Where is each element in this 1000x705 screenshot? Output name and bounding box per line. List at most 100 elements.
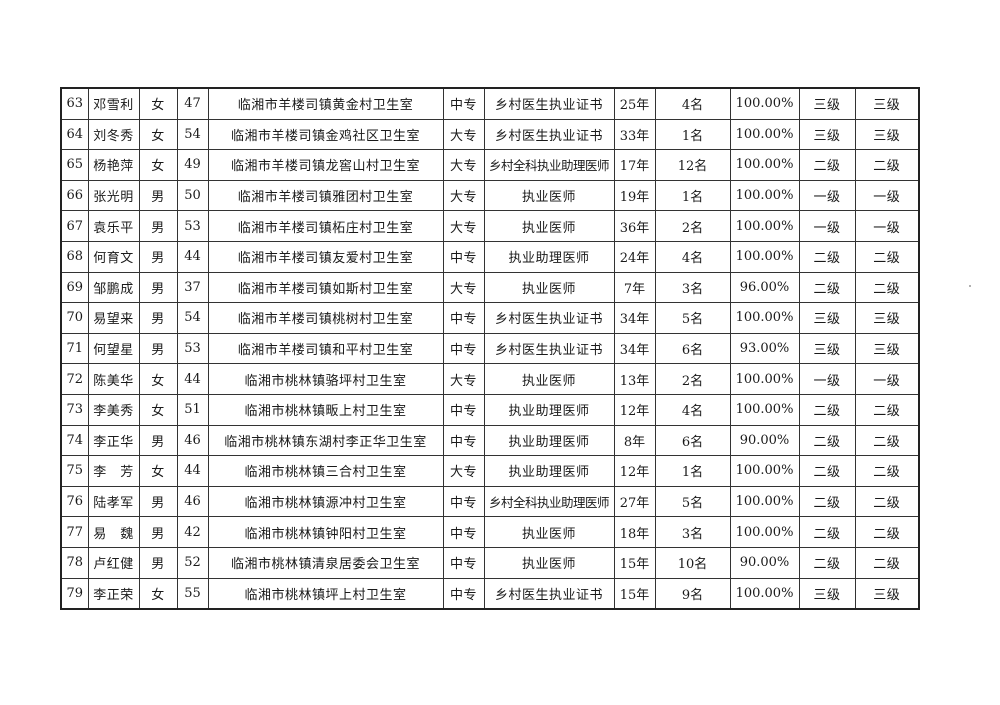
- rate-cell: 100.00%: [729, 240, 800, 273]
- age-cell: 55: [176, 577, 209, 610]
- name-cell: 李 芳: [87, 455, 140, 487]
- rate-cell: 100.00%: [729, 393, 800, 426]
- sex-cell: 男: [138, 240, 178, 273]
- age-cell: 53: [176, 210, 209, 242]
- table-row: 72 陈美华女 44 临湘市桃林镇骆坪村卫生室 大专 执业医师 13年 2名 100.00% 一级…: [60, 363, 920, 395]
- certificate-cell: 乡村医生执业证书: [483, 87, 615, 120]
- rate-cell: 100.00%: [729, 455, 800, 487]
- clinic-unit-cell: 临湘市桃林镇骆坪村卫生室: [207, 363, 444, 395]
- grade-cell: 二级: [854, 424, 920, 457]
- rate-cell: 100.00%: [729, 485, 800, 518]
- table-row: 79 李正荣女 55 临湘市桃林镇坪上村卫生室 中专 乡村医生执业证书 15年 9名 100.0…: [60, 577, 920, 610]
- rate-cell: 90.00%: [729, 424, 800, 457]
- name-cell: 陈美华: [87, 363, 140, 395]
- age-cell: 44: [176, 363, 209, 395]
- grade-cell: 二级: [798, 393, 856, 426]
- staff-count-cell: 1名: [654, 179, 731, 212]
- grade-cell: 二级: [854, 271, 920, 304]
- education-cell: 中专: [442, 485, 485, 518]
- grade-cell: 一级: [854, 363, 920, 395]
- age-cell: 37: [176, 271, 209, 304]
- grade-cell: 三级: [854, 302, 920, 334]
- name-cell: 易 魏: [87, 516, 140, 548]
- certificate-cell: 乡村医生执业证书: [483, 302, 615, 334]
- grade-cell: 二级: [854, 455, 920, 487]
- years-cell: 18年: [613, 516, 656, 548]
- certificate-cell: 乡村医生执业证书: [483, 332, 615, 365]
- name-cell: 卢红健: [87, 546, 140, 579]
- rate-cell: 100.00%: [729, 179, 800, 212]
- rate-cell: 90.00%: [729, 546, 800, 579]
- rate-cell: 100.00%: [729, 302, 800, 334]
- education-cell: 大专: [442, 455, 485, 487]
- table-row: 78 卢红健男 52 临湘市桃林镇清泉居委会卫生室 中专 执业医师 15年 10名 90.00%…: [60, 546, 920, 579]
- staff-count-cell: 4名: [654, 87, 731, 120]
- clinic-unit-cell: 临湘市羊楼司镇桃树村卫生室: [207, 302, 444, 334]
- education-cell: 中专: [442, 516, 485, 548]
- education-cell: 中专: [442, 87, 485, 120]
- grade-cell: 二级: [798, 149, 856, 181]
- row-number: 71: [60, 332, 89, 365]
- sex-cell: 女: [138, 118, 178, 151]
- education-cell: 大专: [442, 118, 485, 151]
- rate-cell: 100.00%: [729, 149, 800, 181]
- table-row: 75 李 芳女 44 临湘市桃林镇三合村卫生室 大专 执业助理医师 12年 1名 100.00%…: [60, 455, 920, 487]
- sex-cell: 男: [138, 546, 178, 579]
- table-row: 65 杨艳萍女 49 临湘市羊楼司镇龙窖山村卫生室 大专 乡村全科执业助理医师 17年 12名…: [60, 149, 920, 181]
- years-cell: 12年: [613, 455, 656, 487]
- table-row: 74 李正华男 46 临湘市桃林镇东湖村李正华卫生室 中专 执业助理医师 8年 6名 90.00…: [60, 424, 920, 457]
- education-cell: 大专: [442, 149, 485, 181]
- staff-count-cell: 6名: [654, 424, 731, 457]
- grade-cell: 二级: [798, 424, 856, 457]
- staff-count-cell: 12名: [654, 149, 731, 181]
- staff-count-cell: 10名: [654, 546, 731, 579]
- name-cell: 李正华: [87, 424, 140, 457]
- age-cell: 54: [176, 118, 209, 151]
- age-cell: 42: [176, 516, 209, 548]
- name-cell: 何育文: [87, 240, 140, 273]
- years-cell: 7年: [613, 271, 656, 304]
- certificate-cell: 执业助理医师: [483, 455, 615, 487]
- rate-cell: 100.00%: [729, 577, 800, 610]
- name-cell: 陆孝军: [87, 485, 140, 518]
- age-cell: 53: [176, 332, 209, 365]
- table-row: 64 刘冬秀女 54 临湘市羊楼司镇金鸡社区卫生室 大专 乡村医生执业证书 33年 1名 100…: [60, 118, 920, 151]
- row-number: 77: [60, 516, 89, 548]
- education-cell: 中专: [442, 577, 485, 610]
- row-number: 69: [60, 271, 89, 304]
- clinic-unit-cell: 临湘市桃林镇清泉居委会卫生室: [207, 546, 444, 579]
- years-cell: 17年: [613, 149, 656, 181]
- sex-cell: 男: [138, 485, 178, 518]
- grade-cell: 三级: [798, 118, 856, 151]
- table-row: 63 邓雪利女 47 临湘市羊楼司镇黄金村卫生室 中专 乡村医生执业证书 25年 4名 100.…: [60, 87, 920, 120]
- years-cell: 13年: [613, 363, 656, 395]
- education-cell: 大专: [442, 363, 485, 395]
- sex-cell: 男: [138, 332, 178, 365]
- clinic-unit-cell: 临湘市羊楼司镇雅团村卫生室: [207, 179, 444, 212]
- row-number: 72: [60, 363, 89, 395]
- table-row: 66 张光明男 50 临湘市羊楼司镇雅团村卫生室 大专 执业医师 19年 1名 100.00% 一…: [60, 179, 920, 212]
- certificate-cell: 执业医师: [483, 363, 615, 395]
- grade-cell: 二级: [798, 546, 856, 579]
- certificate-cell: 乡村医生执业证书: [483, 577, 615, 610]
- certificate-cell: 乡村全科执业助理医师: [483, 485, 615, 518]
- years-cell: 36年: [613, 210, 656, 242]
- sex-cell: 女: [138, 149, 178, 181]
- name-cell: 张光明: [87, 179, 140, 212]
- age-cell: 51: [176, 393, 209, 426]
- clinic-unit-cell: 临湘市羊楼司镇柘庄村卫生室: [207, 210, 444, 242]
- education-cell: 中专: [442, 240, 485, 273]
- grade-cell: 三级: [854, 577, 920, 610]
- sex-cell: 男: [138, 179, 178, 212]
- name-cell: 易望来: [87, 302, 140, 334]
- certificate-cell: 乡村医生执业证书: [483, 118, 615, 151]
- certificate-cell: 执业医师: [483, 516, 615, 548]
- clinic-unit-cell: 临湘市羊楼司镇黄金村卫生室: [207, 87, 444, 120]
- grade-cell: 一级: [798, 179, 856, 212]
- row-number: 68: [60, 240, 89, 273]
- name-cell: 邓雪利: [87, 87, 140, 120]
- grade-cell: 三级: [854, 87, 920, 120]
- staff-count-cell: 4名: [654, 240, 731, 273]
- grade-cell: 二级: [854, 516, 920, 548]
- name-cell: 李正荣: [87, 577, 140, 610]
